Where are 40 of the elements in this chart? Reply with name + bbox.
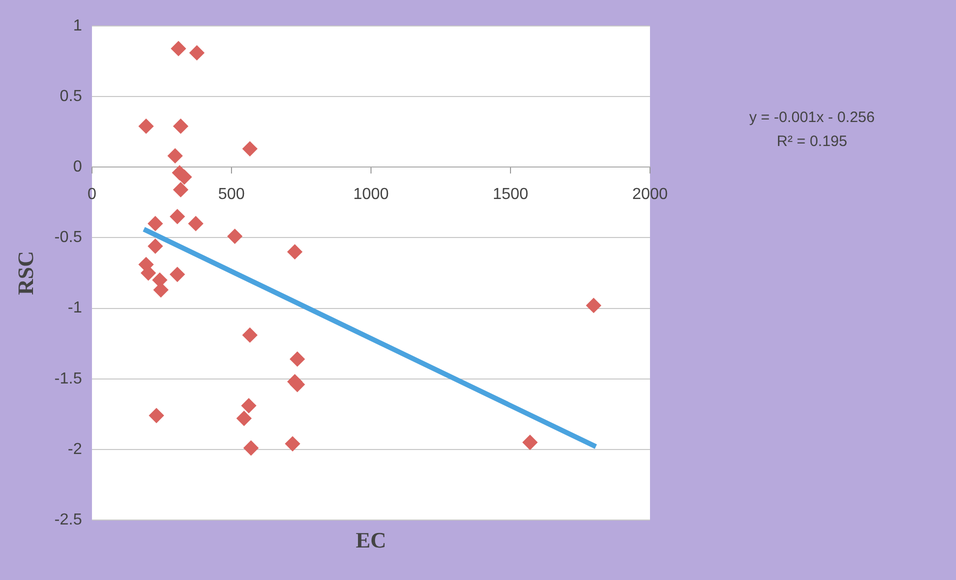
y-axis-title: RSC (12, 250, 38, 296)
point (189, 45, 204, 60)
y-tick-label: -2.5 (54, 511, 82, 528)
point (522, 434, 538, 450)
point (170, 209, 185, 224)
point (285, 436, 300, 452)
point (138, 118, 154, 134)
x-tick-label: 0 (88, 186, 97, 204)
point (168, 148, 183, 164)
y-tick-label: 0 (73, 158, 82, 176)
point (170, 41, 186, 56)
y-tick-label: -1.5 (54, 370, 82, 388)
point (244, 440, 259, 456)
point (170, 266, 185, 282)
x-tick-label: 500 (218, 186, 245, 204)
point (242, 328, 258, 343)
point (148, 238, 163, 254)
y-tick-label: -0.5 (54, 229, 82, 246)
point (241, 398, 256, 414)
point (290, 352, 305, 367)
y-tick-label: 0.5 (60, 88, 82, 105)
point (173, 118, 188, 134)
point (173, 182, 188, 198)
point (242, 141, 258, 156)
y-tick-label: -1 (68, 300, 82, 317)
x-tick-label: 1500 (492, 186, 528, 204)
point (236, 410, 252, 426)
x-tick-label: 1000 (353, 186, 389, 204)
point (140, 266, 156, 280)
point (188, 216, 204, 232)
y-tick-label: -2 (68, 440, 82, 458)
point (148, 408, 164, 424)
point (586, 298, 602, 313)
text: R² = 0.195 (776, 133, 848, 150)
point (227, 228, 242, 244)
point (287, 244, 302, 260)
point (148, 216, 163, 232)
y-tick-label: 1 (73, 17, 82, 34)
x-axis-title: EC (356, 528, 386, 553)
text: y = -0.001x - 0.256 (749, 109, 875, 126)
